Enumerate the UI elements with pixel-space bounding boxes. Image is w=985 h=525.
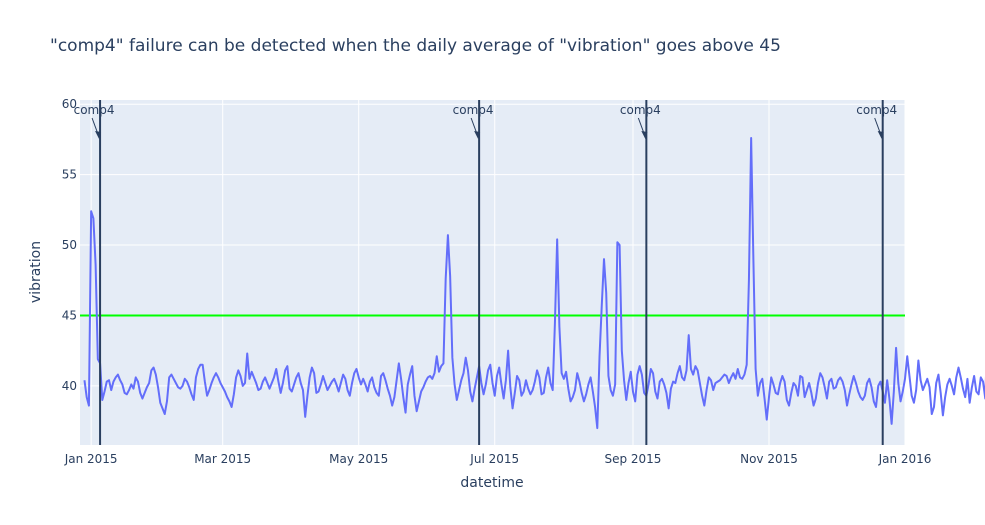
x-axis-ticks: Jan 2015 Mar 2015 May 2015 Jul 2015 Sep 2015… [64, 452, 932, 466]
series-layer [83, 137, 985, 430]
x-tick-label: May 2015 [329, 452, 388, 466]
y-tick-label: 60 [62, 97, 77, 111]
annotation-arrowhead [877, 131, 884, 139]
chart-title: "comp4" failure can be detected when the… [50, 36, 781, 56]
plot-area [80, 100, 905, 445]
annotation-arrowhead [95, 131, 102, 139]
x-tick-label: Jan 2015 [64, 452, 118, 466]
failure-annotation-label: comp4 [620, 103, 661, 117]
x-tick-label: Nov 2015 [740, 452, 798, 466]
annotation-arrowhead [641, 131, 648, 139]
x-axis-label: datetime [460, 475, 523, 491]
annotation-arrowhead [474, 131, 481, 139]
y-axis-label: vibration [28, 241, 44, 303]
x-tick-label: Jan 2016 [878, 452, 932, 466]
y-tick-label: 40 [62, 379, 77, 393]
y-tick-label: 55 [62, 168, 77, 182]
y-tick-label: 45 [62, 308, 77, 322]
y-tick-label: 50 [62, 238, 77, 252]
x-tick-label: Jul 2015 [469, 452, 519, 466]
vibration-series-line [83, 137, 985, 430]
failure-annotation-label: comp4 [856, 103, 897, 117]
x-tick-label: Sep 2015 [604, 452, 661, 466]
failure-annotation-label: comp4 [453, 103, 494, 117]
failure-markers: comp4 comp4 comp4 comp4 [74, 100, 897, 445]
x-tick-label: Mar 2015 [194, 452, 251, 466]
failure-annotation-label: comp4 [74, 103, 115, 117]
y-axis-ticks: 40 45 50 55 60 [62, 97, 77, 393]
